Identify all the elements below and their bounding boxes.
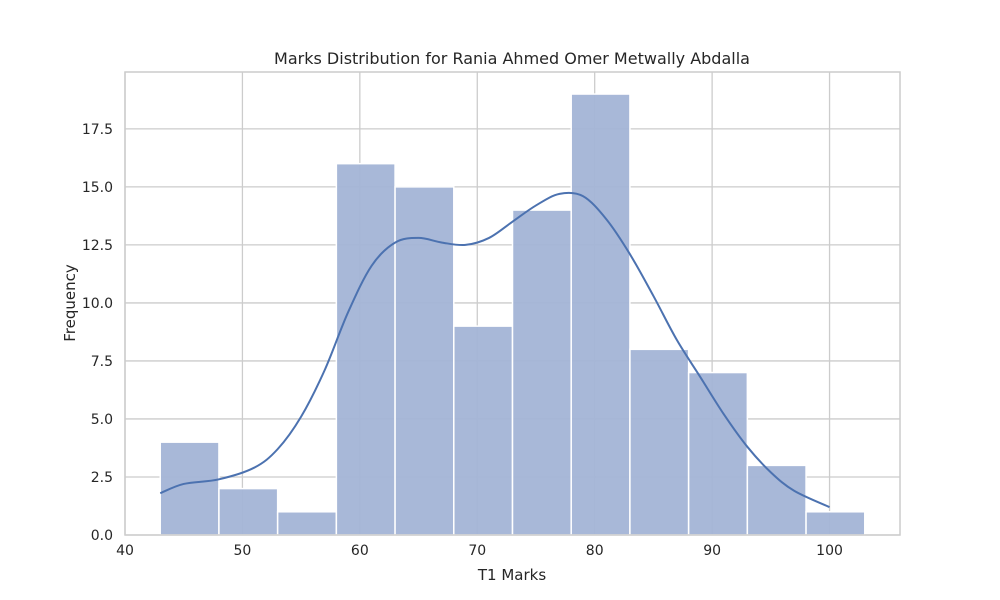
x-axis-label: T1 Marks — [477, 566, 546, 584]
histogram-bar — [511, 209, 572, 536]
y-tick-label: 10.0 — [82, 296, 113, 312]
y-tick-label: 12.5 — [82, 238, 113, 254]
plot-frame — [124, 71, 901, 536]
y-tick-labels: 0.0 2.5 5.0 7.5 10.0 12.5 15.0 17.5 — [82, 122, 113, 544]
histogram-bar — [276, 511, 338, 536]
histogram-bar — [570, 93, 631, 536]
y-tick-label: 15.0 — [82, 180, 113, 196]
y-tick-label: 2.5 — [91, 470, 113, 486]
y-tick-label: 17.5 — [82, 122, 113, 138]
histogram-bar — [218, 487, 279, 536]
x-tick-labels: 40 50 60 70 80 90 100 — [116, 543, 843, 559]
histogram-bar — [687, 371, 749, 536]
histogram-bar — [453, 325, 514, 536]
histogram-bar — [629, 348, 690, 536]
y-axis-label: Frequency — [61, 264, 79, 342]
x-tick-label: 90 — [703, 543, 721, 559]
x-tick-label: 100 — [816, 543, 843, 559]
histogram-bars — [159, 93, 866, 536]
x-tick-label: 60 — [351, 543, 369, 559]
kde-curve-layer — [159, 191, 830, 509]
y-tick-label: 5.0 — [91, 412, 113, 428]
x-tick-label: 40 — [116, 543, 134, 559]
y-tick-label: 0.0 — [91, 528, 113, 544]
histogram-bar — [805, 511, 866, 536]
x-tick-label: 80 — [586, 543, 604, 559]
y-tick-label: 7.5 — [91, 354, 113, 370]
histogram-bar — [746, 464, 807, 536]
x-tick-label: 50 — [234, 543, 252, 559]
kde-curve — [159, 191, 830, 509]
chart-title: Marks Distribution for Rania Ahmed Omer … — [274, 49, 750, 68]
x-tick-label: 70 — [468, 543, 486, 559]
histogram-bar — [335, 162, 396, 536]
